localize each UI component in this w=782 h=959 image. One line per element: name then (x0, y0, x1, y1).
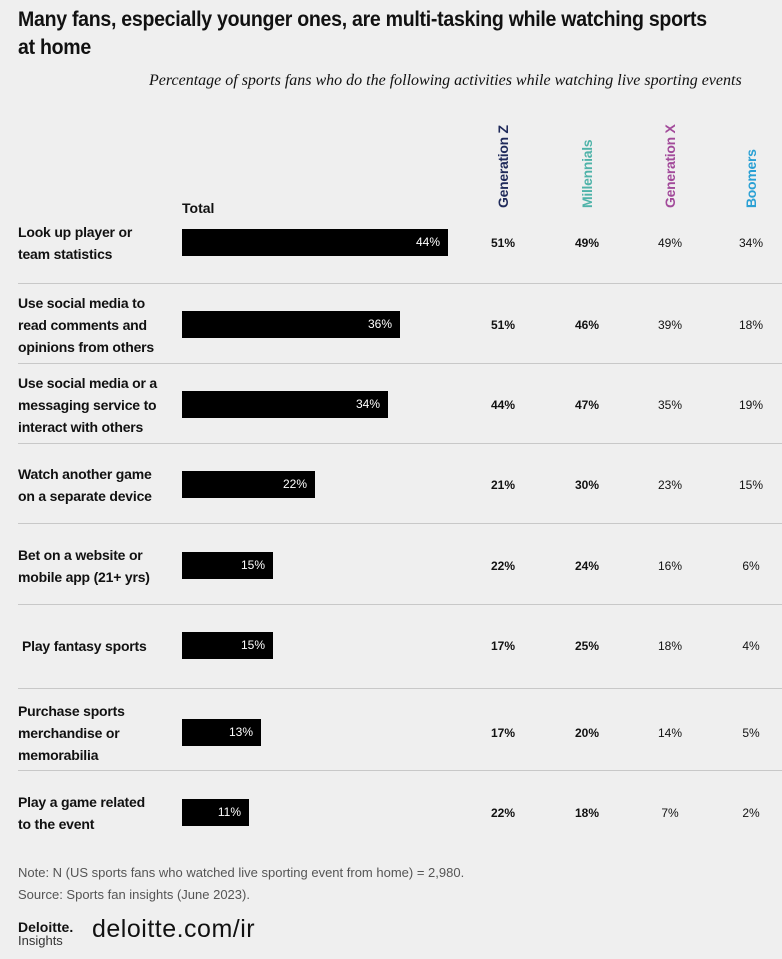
row-label-line: memorabilia (18, 747, 99, 763)
value-cell: 18% (738, 318, 764, 332)
total-bar: 13% (182, 719, 261, 746)
value-cell: 22% (490, 559, 516, 573)
total-bar: 15% (182, 552, 273, 579)
total-bar-label: 13% (228, 725, 253, 739)
value-cell: 17% (490, 726, 516, 740)
value-cell: 18% (657, 639, 683, 653)
site-url[interactable]: deloitte.com/ir (92, 915, 256, 943)
value-cell: 23% (657, 478, 683, 492)
row-divider (18, 688, 782, 689)
value-cell: 17% (490, 639, 516, 653)
total-bar: 15% (182, 632, 273, 659)
row-divider (18, 443, 782, 444)
value-cell: 14% (657, 726, 683, 740)
total-bar: 11% (182, 799, 249, 826)
note-text: Note: N (US sports fans who watched live… (18, 865, 465, 880)
total-bar-label: 15% (240, 638, 265, 652)
value-cell: 49% (657, 236, 683, 250)
value-cell: 34% (738, 236, 764, 250)
value-cell: 25% (574, 639, 600, 653)
value-cell: 16% (657, 559, 683, 573)
row-label: Look up player or team statistics (18, 221, 178, 265)
series-header-1: Millennials (557, 118, 617, 208)
total-bar-label: 34% (355, 397, 380, 411)
total-bar: 44% (182, 229, 448, 256)
series-header-label: Millennials (579, 139, 595, 208)
row-label-line: team statistics (18, 246, 113, 262)
total-bar-label: 15% (240, 558, 265, 572)
value-cell: 7% (661, 806, 679, 820)
row-label-line: Watch another game (18, 466, 152, 482)
value-cell: 15% (738, 478, 764, 492)
value-cell: 2% (742, 806, 760, 820)
row-label-line: merchandise or (18, 725, 120, 741)
logo-sub: Insights (18, 933, 63, 948)
row-label-line: Bet on a website or (18, 547, 143, 563)
total-bar-label: 11% (217, 805, 241, 819)
series-header-label: Generation Z (495, 125, 511, 208)
total-bar-label: 44% (415, 235, 440, 249)
value-cell: 6% (742, 559, 760, 573)
source-text: Source: Sports fan insights (June 2023). (18, 887, 250, 902)
series-header-label: Generation X (662, 124, 678, 208)
value-cell: 44% (490, 398, 516, 412)
row-label-line: Purchase sports (18, 703, 125, 719)
value-cell: 46% (574, 318, 600, 332)
footnote: Note: N (US sports fans who watched live… (18, 862, 464, 906)
row-label-line: Use social media to (18, 295, 145, 311)
row-label-line: Look up player or (18, 224, 133, 240)
row-label-line: on a separate device (18, 488, 152, 504)
total-bar: 22% (182, 471, 315, 498)
row-divider (18, 283, 782, 284)
row-label: Watch another game on a separate device (18, 463, 178, 507)
value-cell: 51% (490, 318, 516, 332)
row-label: Play fantasy sports (22, 635, 182, 657)
total-bar-label: 22% (282, 477, 307, 491)
row-divider (18, 523, 782, 524)
value-cell: 22% (490, 806, 516, 820)
row-label-line: mobile app (21+ yrs) (18, 569, 150, 585)
row-label: Play a game related to the event (18, 791, 178, 835)
row-divider (18, 604, 782, 605)
value-cell: 18% (574, 806, 600, 820)
logo-name: Deloitte. (18, 919, 74, 935)
total-bar: 34% (182, 391, 388, 418)
row-label-line: read comments and (18, 317, 147, 333)
value-cell: 20% (574, 726, 600, 740)
value-cell: 51% (490, 236, 516, 250)
value-cell: 30% (574, 478, 600, 492)
value-cell: 4% (742, 639, 760, 653)
value-cell: 19% (738, 398, 764, 412)
row-label: Use social media or a messaging service t… (18, 372, 178, 438)
row-label: Bet on a website or mobile app (21+ yrs) (18, 544, 178, 588)
chart-title: Many fans, especially younger ones, are … (18, 8, 707, 59)
row-label: Use social media to read comments and opin… (18, 292, 178, 358)
deloitte-logo: Deloitte. Insights (18, 920, 73, 948)
series-header-3: Boomers (721, 118, 781, 208)
value-cell: 39% (657, 318, 683, 332)
chart-subtitle: Percentage of sports fans who do the fol… (149, 72, 742, 89)
series-header-2: Generation X (640, 118, 700, 208)
series-header-label: Boomers (743, 149, 759, 208)
value-cell: 35% (657, 398, 683, 412)
value-cell: 47% (574, 398, 600, 412)
total-column-header: Total (182, 200, 215, 216)
row-label: Purchase sports merchandise or memorabilia (18, 700, 178, 766)
value-cell: 24% (574, 559, 600, 573)
row-label-line: to the event (18, 816, 95, 832)
total-bar: 36% (182, 311, 400, 338)
series-header-0: Generation Z (473, 118, 533, 208)
row-label-line: interact with others (18, 419, 144, 435)
row-label-line: Use social media or a (18, 375, 157, 391)
row-divider (18, 770, 782, 771)
row-divider (18, 363, 782, 364)
row-label-line: Play fantasy sports (22, 638, 147, 654)
row-label-line: messaging service to (18, 397, 157, 413)
row-label-line: Play a game related (18, 794, 145, 810)
value-cell: 49% (574, 236, 600, 250)
row-label-line: opinions from others (18, 339, 155, 355)
value-cell: 21% (490, 478, 516, 492)
total-bar-label: 36% (367, 317, 392, 331)
value-cell: 5% (742, 726, 760, 740)
